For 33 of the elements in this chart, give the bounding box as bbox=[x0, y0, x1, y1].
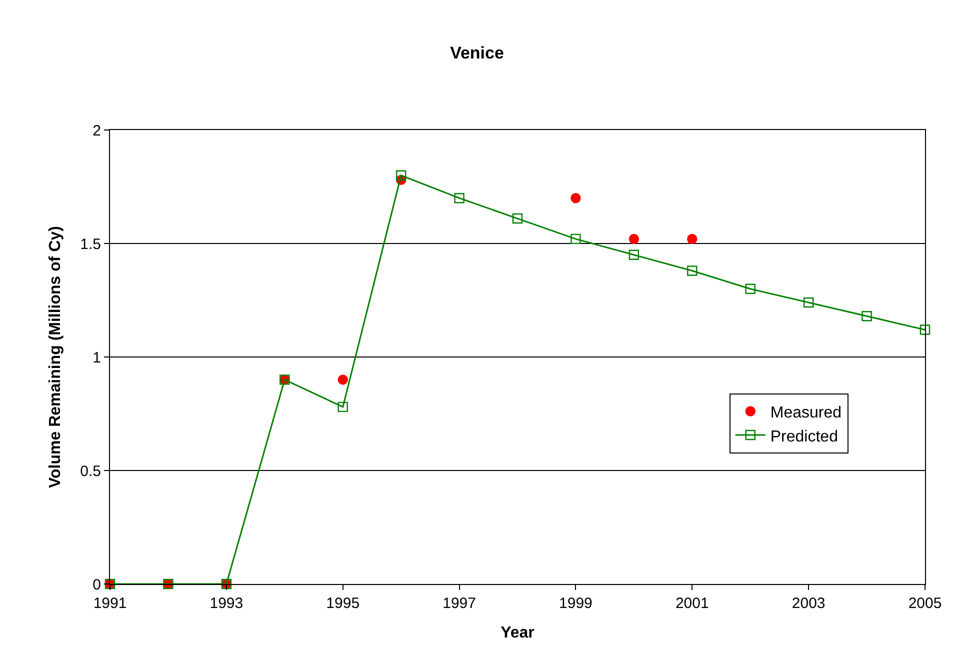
x-tick-label: 1995 bbox=[326, 595, 360, 612]
legend-label: Measured bbox=[770, 404, 842, 422]
point bbox=[454, 193, 464, 204]
x-tick-label: 1993 bbox=[210, 595, 244, 612]
x-tick-label: 1991 bbox=[93, 595, 127, 612]
point bbox=[687, 266, 698, 276]
x-tick-label: 2001 bbox=[675, 595, 709, 612]
point bbox=[512, 213, 523, 224]
x-tick-label: 1997 bbox=[442, 595, 476, 612]
point bbox=[628, 234, 640, 244]
y-tick-label: 0.5 bbox=[80, 462, 101, 480]
point bbox=[396, 170, 406, 180]
point bbox=[862, 311, 872, 322]
point bbox=[338, 374, 348, 385]
point bbox=[628, 250, 640, 260]
point bbox=[570, 193, 581, 204]
x-tick-label: 2005 bbox=[908, 595, 942, 612]
point bbox=[803, 297, 814, 308]
point bbox=[687, 234, 698, 244]
point bbox=[338, 402, 348, 412]
y-tick-label: 0 bbox=[92, 576, 101, 594]
y-tick-label: 1.5 bbox=[80, 236, 101, 253]
legend-label: Predicted bbox=[770, 428, 838, 446]
point bbox=[920, 324, 930, 335]
x-tick-label: 1999 bbox=[559, 595, 592, 612]
y-tick-label: 1 bbox=[92, 349, 101, 366]
point bbox=[745, 284, 756, 294]
chart-title: Venice bbox=[450, 43, 504, 62]
y-axis-title: Volume Remaining (Millions of Cy) bbox=[47, 226, 64, 488]
x-tick-label: 2003 bbox=[792, 595, 826, 612]
point bbox=[570, 234, 581, 244]
x-axis-title: Year bbox=[500, 624, 534, 642]
y-tick-label: 2 bbox=[92, 122, 101, 140]
